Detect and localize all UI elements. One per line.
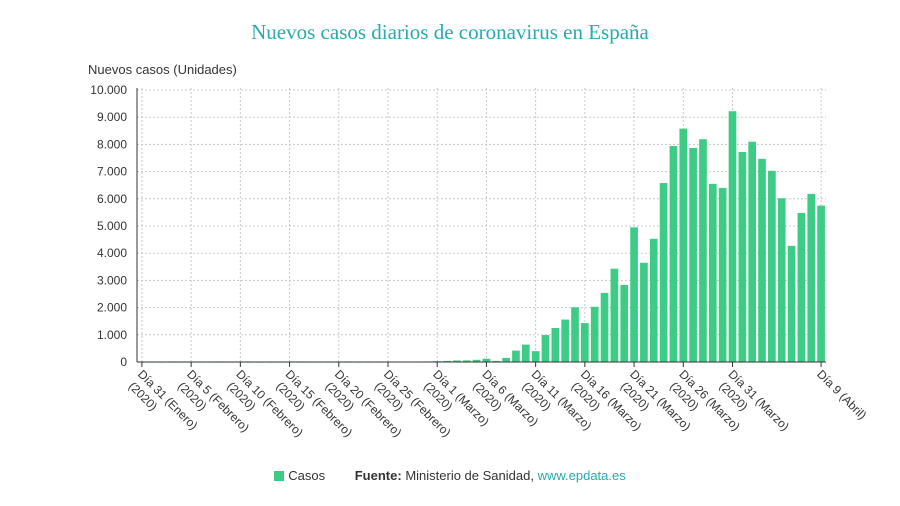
bar[interactable] (590, 306, 599, 362)
bar[interactable] (561, 319, 570, 362)
y-tick-label: 6.000 (97, 192, 127, 206)
bar[interactable] (551, 328, 560, 362)
bar[interactable] (758, 158, 766, 362)
x-tick-label: Día 9 (Abril) (814, 367, 869, 422)
source-text: Ministerio de Sanidad, (405, 468, 534, 483)
source-label: Fuente: (354, 468, 402, 483)
bar[interactable] (620, 285, 629, 362)
bar[interactable] (748, 141, 757, 362)
bar[interactable] (462, 360, 471, 362)
bar[interactable] (659, 183, 668, 362)
y-tick-label: 10.000 (90, 83, 127, 97)
chart-title: Nuevos casos diarios de coronavirus en E… (251, 20, 649, 44)
x-tick-label: Día 31 (Marzo)(2020) (716, 367, 792, 433)
y-tick-label: 8.000 (97, 137, 127, 151)
y-tick-label: 1.000 (97, 328, 127, 342)
bar[interactable] (521, 344, 530, 362)
bar[interactable] (699, 139, 707, 362)
bar[interactable] (600, 292, 609, 362)
bar[interactable] (581, 323, 589, 362)
bar[interactable] (718, 187, 727, 362)
legend-item-casos[interactable]: Casos (274, 468, 328, 483)
bar[interactable] (472, 359, 481, 362)
y-tick-labels: 0 1.000 2.000 3.000 4.000 5.000 6.000 7.000 8.00… (90, 83, 127, 369)
y-tick-label: 4.000 (97, 246, 127, 260)
source-note: Fuente: Ministerio de Sanidad, www.epdat… (355, 468, 626, 483)
bar[interactable] (768, 170, 776, 362)
bar[interactable] (571, 307, 579, 362)
bar[interactable] (679, 128, 688, 362)
bar[interactable] (482, 358, 491, 362)
bar[interactable] (817, 205, 825, 362)
bar[interactable] (787, 245, 796, 362)
x-tick-labels: Día 31 (Enero)(2020) Día 5 (Febrero)(2020… (126, 367, 870, 440)
bar[interactable] (531, 351, 540, 362)
bar[interactable] (708, 183, 717, 362)
y-tick-label: 7.000 (97, 165, 127, 179)
bar-series (138, 111, 825, 363)
bar[interactable] (649, 238, 658, 362)
bar[interactable] (738, 152, 747, 362)
bar[interactable] (512, 350, 520, 362)
bar[interactable] (541, 335, 550, 362)
bar[interactable] (669, 146, 678, 362)
bar[interactable] (689, 147, 697, 362)
bar[interactable] (807, 193, 816, 362)
legend-label: Casos (288, 468, 326, 483)
legend-swatch (274, 471, 285, 481)
bar[interactable] (443, 360, 451, 362)
bar[interactable] (728, 111, 737, 362)
y-tick-label: 3.000 (97, 273, 127, 287)
y-tick-label: 9.000 (97, 110, 127, 124)
bar[interactable] (640, 262, 648, 362)
bar[interactable] (502, 357, 510, 362)
y-axis-label: Nuevos casos (Unidades) (88, 62, 237, 77)
y-tick-label: 2.000 (97, 301, 127, 315)
y-tick-label: 5.000 (97, 219, 127, 233)
bar[interactable] (610, 268, 619, 362)
source-link[interactable]: www.epdata.es (537, 468, 626, 483)
bar[interactable] (453, 360, 461, 363)
legend: Casos Fuente: Ministerio de Sanidad, www… (0, 468, 900, 483)
bar[interactable] (777, 198, 786, 362)
x-tick-label-line1: Día 9 (Abril) (814, 367, 869, 422)
bar[interactable] (630, 227, 638, 362)
bar[interactable] (492, 360, 501, 362)
axes (136, 88, 826, 367)
y-tick-label: 0 (120, 355, 127, 369)
bar[interactable] (797, 212, 806, 362)
